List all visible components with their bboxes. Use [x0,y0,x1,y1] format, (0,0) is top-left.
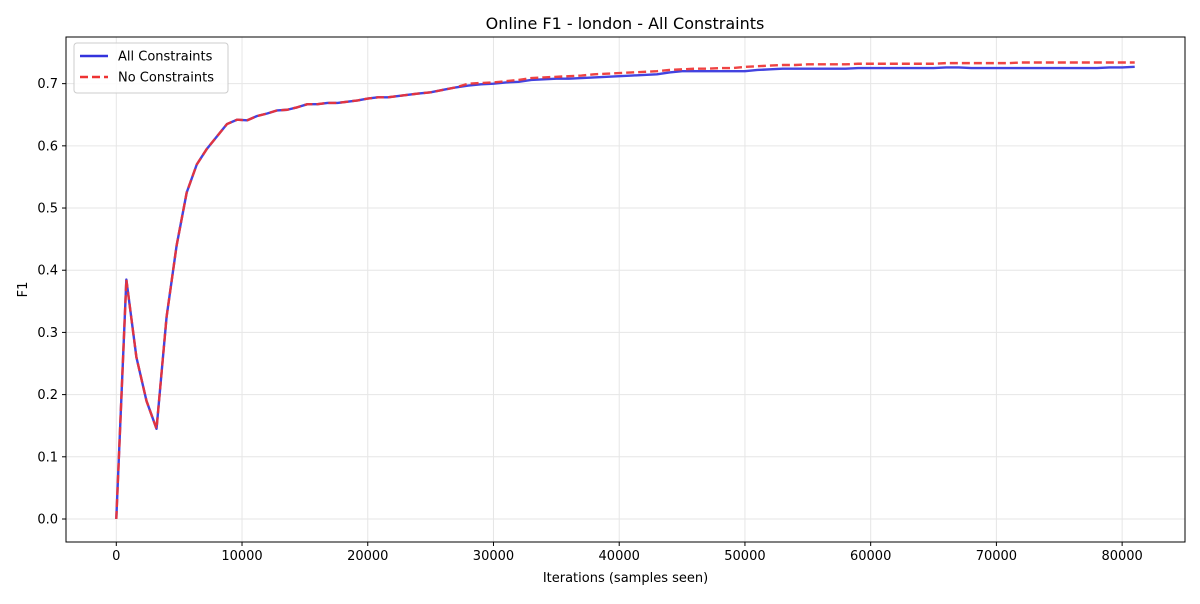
x-tick-label: 40000 [599,549,640,564]
legend-label: No Constraints [118,71,214,86]
x-tick-label: 70000 [976,549,1017,564]
x-tick-label: 50000 [724,549,765,564]
x-tick-label: 20000 [347,549,388,564]
y-tick-label: 0.4 [37,264,58,279]
y-tick-label: 0.6 [37,139,58,154]
series-lines [115,61,1135,520]
y-tick-label: 0.0 [37,512,58,527]
x-tick-label: 30000 [473,549,514,564]
y-tick-label: 0.2 [37,388,58,403]
x-tick-label: 10000 [221,549,262,564]
y-tick-label: 0.5 [37,202,58,217]
plot-frame [65,36,1186,543]
x-tick-label: 80000 [1101,549,1142,564]
y-tick-label: 0.3 [37,326,58,341]
x-tick-label: 60000 [850,549,891,564]
legend-box [73,42,229,94]
series-line-no-constraints [115,61,1135,520]
y-tick-label: 0.1 [37,450,58,465]
chart-title: Online F1 - london - All Constraints [486,14,765,33]
y-tick-label: 0.7 [37,77,58,92]
y-axis-label: F1 [16,282,31,298]
x-tick-label: 0 [112,549,120,564]
grid [66,37,1185,542]
x-axis-label: Iterations (samples seen) [543,571,708,586]
legend-label: All Constraints [118,50,213,65]
legend: All Constraints No Constraints [73,42,229,94]
axis-ticks: 0 10000 20000 30000 40000 50000 60000 70000 8000… [37,77,1143,564]
